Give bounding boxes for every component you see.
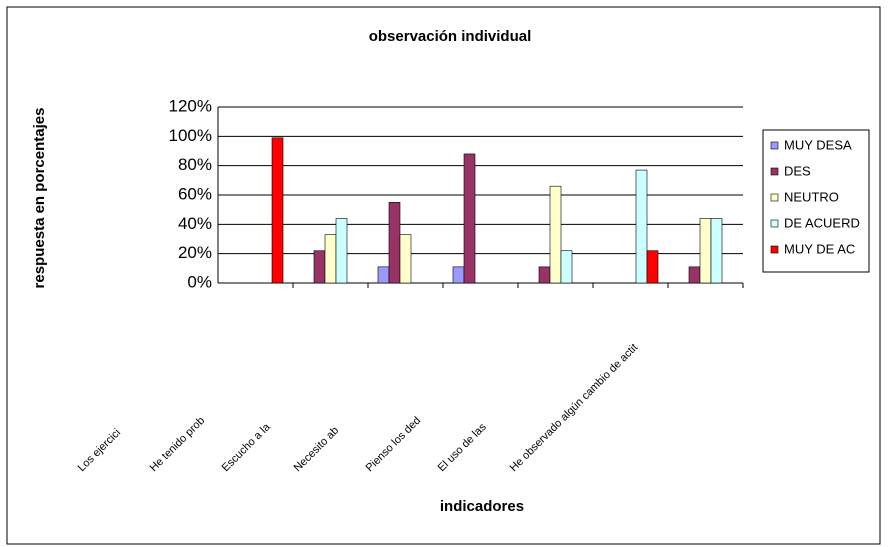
legend-label: DE ACUERD	[784, 215, 860, 230]
legend-swatch	[770, 245, 779, 254]
bar	[549, 185, 562, 284]
x-axis-label: indicadores	[440, 498, 524, 515]
legend-swatch	[770, 141, 779, 150]
bar	[452, 266, 465, 284]
y-tick-label: 40%	[178, 214, 212, 233]
bar	[271, 137, 284, 284]
bar	[377, 266, 390, 284]
bar	[313, 250, 326, 284]
bar	[324, 234, 337, 284]
y-axis-label: respuesta en porcentajes	[31, 108, 48, 289]
bar	[688, 266, 701, 284]
legend-label: MUY DESA	[784, 137, 852, 152]
bar	[646, 250, 659, 284]
y-tick-label: 0%	[187, 272, 212, 291]
y-tick-label: 100%	[169, 126, 212, 145]
bar	[699, 218, 712, 284]
bar	[463, 153, 476, 284]
bar	[710, 218, 723, 284]
legend-label: NEUTRO	[784, 189, 839, 204]
y-tick-label: 80%	[178, 155, 212, 174]
legend-box	[762, 129, 870, 273]
legend-swatch	[770, 219, 779, 228]
legend-label: MUY DE AC	[784, 241, 855, 256]
chart-title: observación individual	[369, 28, 532, 45]
chart-border	[6, 6, 881, 545]
legend-swatch	[770, 193, 779, 202]
bar	[635, 169, 648, 284]
y-tick-label: 20%	[178, 243, 212, 262]
bar	[335, 218, 348, 284]
y-tick-label: 120%	[169, 96, 212, 115]
bar	[399, 234, 412, 284]
bar	[388, 202, 401, 284]
y-tick-label: 60%	[178, 184, 212, 203]
bar	[560, 250, 573, 284]
legend-label: DES	[784, 163, 811, 178]
bar	[538, 266, 551, 284]
legend-swatch	[770, 167, 779, 176]
